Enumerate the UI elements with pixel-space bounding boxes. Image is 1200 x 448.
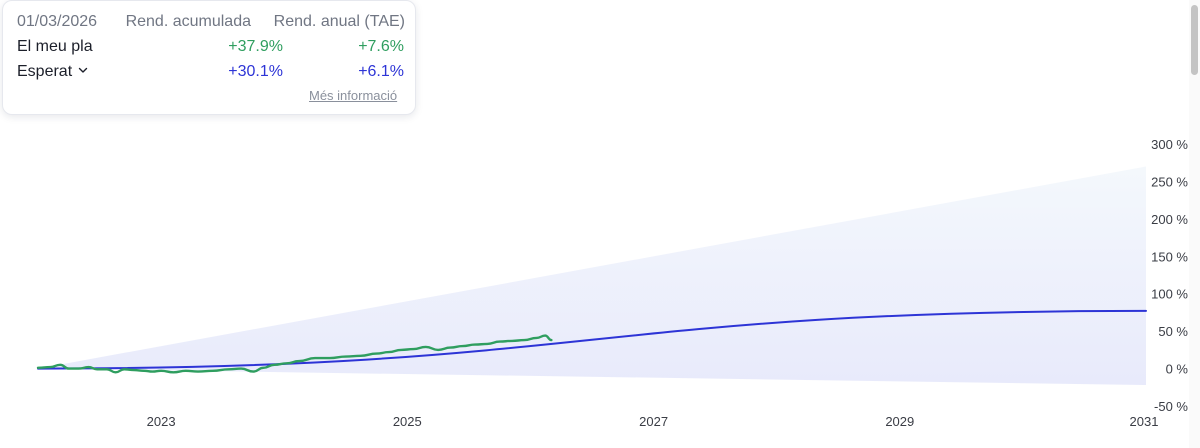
y-tick-label: -50 % <box>1154 399 1188 414</box>
expected-cumulative-value: +30.1% <box>228 63 283 80</box>
x-tick-label: 2023 <box>147 414 176 429</box>
y-tick-label: 100 % <box>1151 287 1188 302</box>
row-label-expected: Esperat <box>17 63 73 80</box>
scrollbar-thumb[interactable] <box>1191 5 1198 75</box>
series-line-expected <box>37 309 1147 370</box>
y-tick-label: 50 % <box>1158 324 1188 339</box>
y-axis: 300 % 250 % 200 % 150 % 100 % 50 % 0 % -50 % <box>1151 137 1188 414</box>
x-axis: 2023 2025 2027 2029 2031 <box>147 414 1159 429</box>
performance-summary-card: 01/03/2026 Rend. acumulada Rend. anual (… <box>2 0 416 115</box>
summary-date: 01/03/2026 <box>17 13 98 30</box>
header-annual-return: Rend. anual (TAE) <box>273 13 405 30</box>
chevron-down-icon <box>78 67 88 73</box>
my-plan-annual-value: +7.6% <box>358 38 404 55</box>
y-tick-label: 150 % <box>1151 249 1188 264</box>
my-plan-cumulative-value: +37.9% <box>228 38 283 55</box>
x-tick-label: 2031 <box>1130 414 1159 429</box>
x-tick-label: 2025 <box>393 414 422 429</box>
y-tick-label: 300 % <box>1151 137 1188 152</box>
projection-band <box>38 166 1146 385</box>
series-layer <box>36 309 1147 374</box>
y-tick-label: 200 % <box>1151 212 1188 227</box>
page-scrollbar[interactable] <box>1189 0 1200 448</box>
y-tick-label: 0 % <box>1166 362 1189 377</box>
x-tick-label: 2029 <box>885 414 914 429</box>
series-line-my-plan <box>36 334 553 374</box>
row-label-my-plan: El meu pla <box>17 38 93 55</box>
x-tick-label: 2027 <box>639 414 668 429</box>
header-cumulative-return: Rend. acumulada <box>125 13 251 30</box>
more-info-link[interactable]: Més informació <box>309 88 398 103</box>
expected-scenario-dropdown[interactable]: Esperat <box>17 63 88 81</box>
expected-annual-value: +6.1% <box>358 63 404 80</box>
y-tick-label: 250 % <box>1151 174 1188 189</box>
